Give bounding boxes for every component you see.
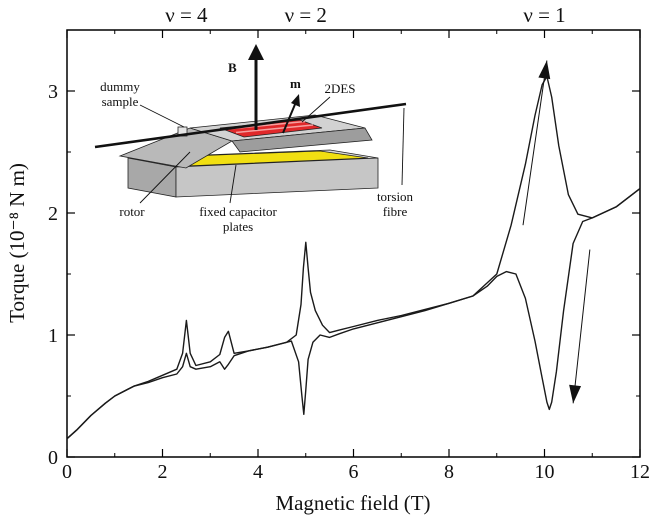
twodes-pointer (301, 96, 331, 123)
x-tick-label: 2 (158, 461, 168, 483)
sweep-arrows (522, 60, 591, 404)
rotor-right-wing (231, 127, 373, 153)
x-tick-label: 10 (535, 461, 555, 483)
y-tick-label: 0 (48, 447, 58, 469)
y-tick-label: 3 (48, 81, 58, 103)
x-tick-label: 6 (349, 461, 359, 483)
filling-factor-label: ν = 2 (285, 3, 327, 27)
sweep-arrow-shaft (572, 249, 591, 404)
sweep-arrowhead (538, 60, 551, 80)
m-vector-arrow (282, 101, 297, 134)
twodes-stripe (235, 124, 314, 134)
label-fibre: fibre (383, 204, 408, 219)
x-tick-label: 12 (630, 461, 650, 483)
rotor-pointer (139, 151, 191, 204)
device-schematic: dummy sample B m 2DES rotor fixed capaci… (94, 44, 414, 234)
torque-curve-up-sweep (66, 75, 641, 440)
sweep-arrowhead (569, 384, 582, 404)
label-rotor: rotor (119, 204, 145, 219)
y-tick-label: 1 (48, 325, 58, 347)
x-tick-label: 8 (444, 461, 454, 483)
label-sample: sample (102, 94, 139, 109)
series-layer (66, 75, 641, 440)
filling-factor-labels: ν = 4 ν = 2 ν = 1 (165, 3, 565, 27)
x-tick-label: 0 (62, 461, 72, 483)
label-plates: plates (223, 219, 253, 234)
dummy-pointer (139, 104, 185, 128)
x-axis-ticks: 0 2 4 6 8 10 12 (62, 30, 650, 483)
filling-factor-label: ν = 4 (165, 3, 208, 27)
y-axis-label: Torque (10⁻⁸ N m) (5, 163, 29, 323)
label-m: m (290, 76, 301, 91)
torsion-pointer (401, 107, 405, 186)
capacitor-pointer (229, 164, 237, 204)
y-axis-ticks: 0 1 2 3 (48, 81, 640, 469)
sweep-arrow-shaft (522, 60, 548, 226)
m-vector-arrowhead (291, 94, 300, 107)
torsion-fibre (94, 102, 407, 149)
label-b: B (228, 60, 237, 75)
x-axis-label: Magnetic field (T) (275, 491, 430, 515)
b-field-arrowhead (248, 44, 264, 60)
label-fixed-capacitor: fixed capacitor (199, 204, 277, 219)
base-block-side (175, 157, 379, 198)
torque-curve-down-sweep (66, 188, 641, 440)
x-tick-label: 4 (253, 461, 263, 483)
label-torsion: torsion (377, 189, 414, 204)
label-2des: 2DES (324, 81, 355, 96)
filling-factor-label: ν = 1 (523, 3, 565, 27)
label-dummy: dummy (100, 79, 140, 94)
y-tick-label: 2 (48, 203, 58, 225)
